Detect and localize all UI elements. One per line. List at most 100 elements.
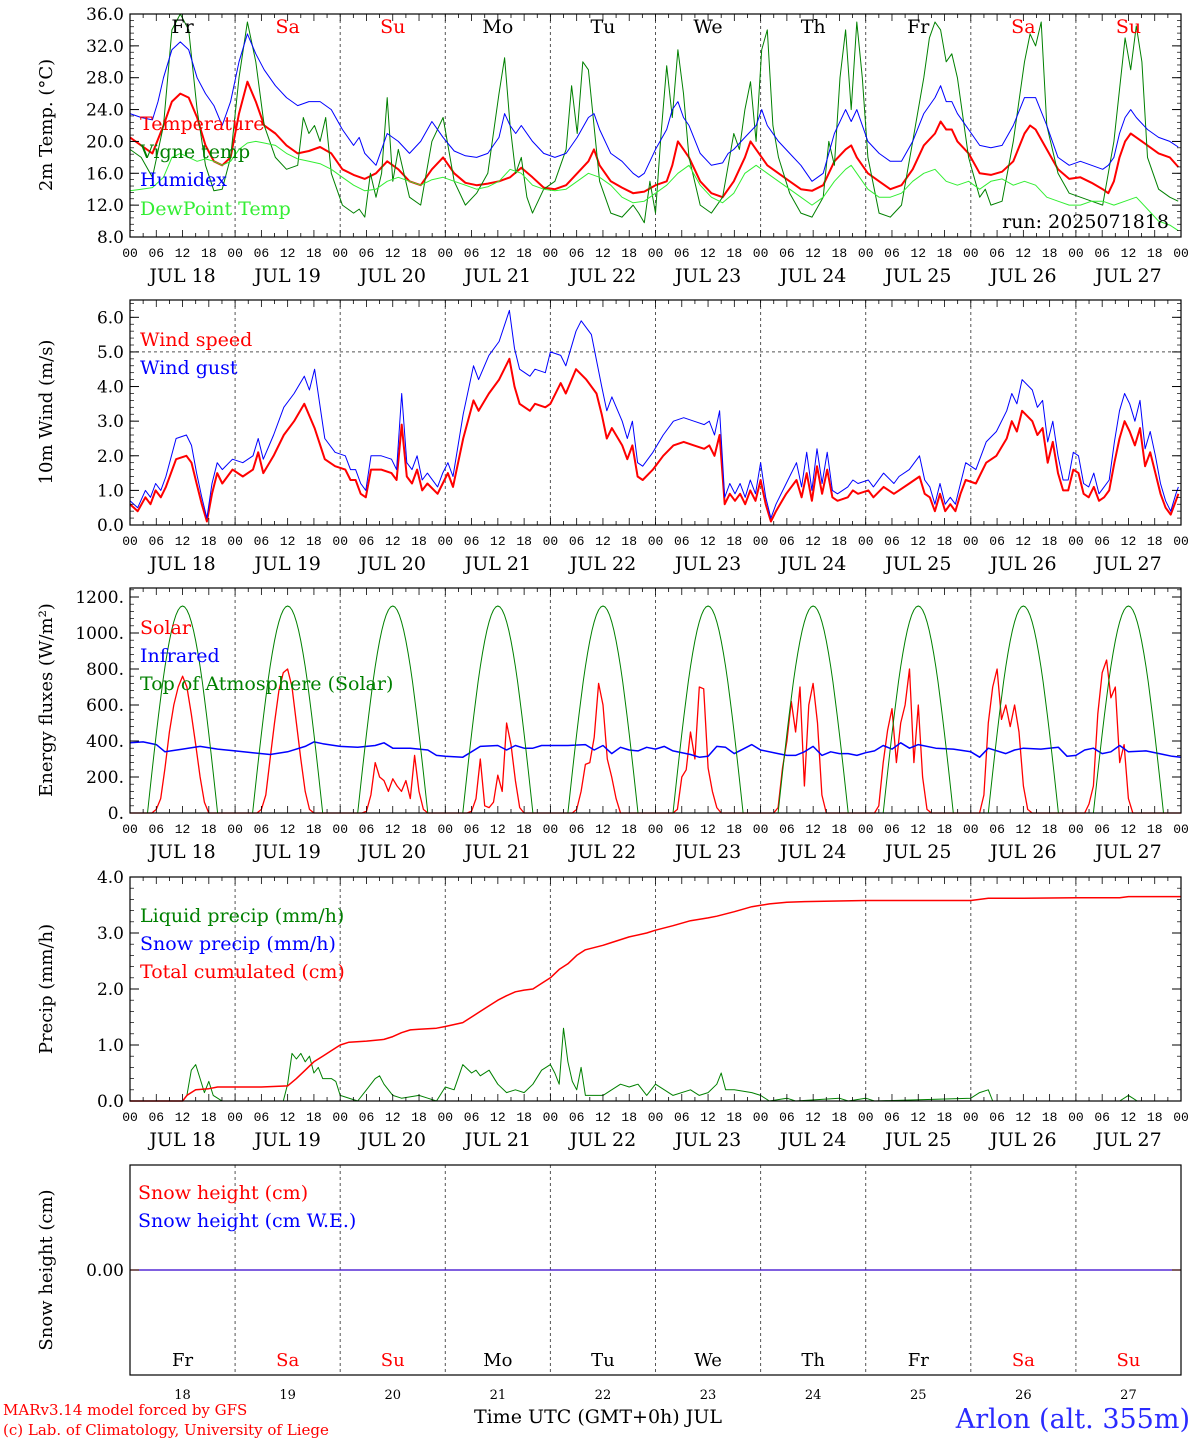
y-tick-label: 2.0 — [97, 447, 124, 467]
x-hour-label: 12 — [805, 534, 821, 549]
x-day-label: JUL 25 — [883, 841, 951, 863]
x-day-label: JUL 18 — [147, 841, 215, 863]
y-tick-label: 20.0 — [86, 132, 124, 152]
x-hour-label: 12 — [700, 822, 716, 837]
x-hour-label: 12 — [1121, 534, 1137, 549]
day-abbr-label: Su — [1116, 1350, 1140, 1371]
x-hour-label: 12 — [175, 1110, 191, 1125]
x-hour-label: 06 — [254, 534, 270, 549]
x-hour-label: 18 — [1042, 534, 1058, 549]
x-hour-label: 18 — [832, 534, 848, 549]
x-hour-label: 18 — [937, 246, 953, 261]
x-hour-label: 12 — [595, 246, 611, 261]
x-day-label: JUL 22 — [568, 841, 636, 863]
x-hour-label: 00 — [753, 246, 769, 261]
x-hour-label: 00 — [753, 1110, 769, 1125]
x-hour-label: 12 — [385, 246, 401, 261]
credit-line-2: (c) Lab. of Climatology, University of L… — [3, 1421, 329, 1439]
day-abbr-label: Fr — [172, 1350, 193, 1371]
x-hour-label: 06 — [1094, 1110, 1110, 1125]
x-hour-label: 06 — [464, 1110, 480, 1125]
x-hour-label: 00 — [122, 822, 138, 837]
x-hour-label: 18 — [201, 534, 217, 549]
y-tick-label: 1.0 — [97, 1036, 124, 1056]
x-hour-label: 00 — [122, 246, 138, 261]
x-hour-label: 06 — [779, 246, 795, 261]
y-tick-label: 3.0 — [97, 412, 124, 432]
x-hour-label: 12 — [910, 1110, 926, 1125]
x-day-label: JUL 23 — [673, 1129, 741, 1151]
series-line-humidex — [129, 33, 1179, 182]
legend-entry: Infrared — [140, 645, 220, 667]
x-hour-label: 18 — [1147, 1110, 1163, 1125]
text-layer: 8.0 12.0 16.0 20.0 24.0 28.0 32.0 36.0 2m Temp. … — [36, 5, 1189, 1403]
series-line-total-cumulated-cm- — [130, 895, 1181, 1102]
x-day-label: JUL 21 — [463, 841, 531, 863]
x-hour-label: 12 — [910, 246, 926, 261]
y-axis-label: Precip (mm/h) — [36, 924, 57, 1054]
station-name: Arlon (alt. 355m) — [955, 1404, 1190, 1435]
day-number-label: 20 — [384, 1388, 401, 1403]
x-hour-label: 06 — [779, 822, 795, 837]
x-day-label: JUL 26 — [988, 841, 1056, 863]
x-hour-label: 00 — [543, 534, 559, 549]
x-hour-label: 12 — [910, 822, 926, 837]
x-hour-label: 06 — [148, 534, 164, 549]
x-hour-label: 12 — [700, 534, 716, 549]
y-tick-label: 200. — [86, 768, 124, 788]
x-hour-label: 18 — [727, 246, 743, 261]
x-hour-label: 12 — [700, 1110, 716, 1125]
x-day-label: JUL 24 — [778, 553, 846, 575]
x-hour-label: 06 — [884, 1110, 900, 1125]
y-tick-label: 5.0 — [97, 343, 124, 363]
x-hour-label: 12 — [280, 246, 296, 261]
x-day-label: JUL 20 — [358, 265, 426, 287]
x-hour-label: 18 — [201, 822, 217, 837]
x-hour-label: 18 — [516, 246, 532, 261]
x-hour-label: 00 — [122, 534, 138, 549]
y-axis-label: Snow height (cm) — [36, 1189, 57, 1350]
x-day-label: JUL 26 — [988, 1129, 1056, 1151]
run-annotation: run: 2025071818 — [1002, 211, 1169, 233]
x-hour-label: 12 — [175, 534, 191, 549]
y-tick-label: 8.0 — [97, 228, 124, 248]
x-hour-label: 00 — [437, 1110, 453, 1125]
day-number-label: 23 — [700, 1388, 717, 1403]
y-tick-label: 4.0 — [97, 868, 124, 888]
x-hour-label: 18 — [937, 822, 953, 837]
x-hour-label: 00 — [437, 534, 453, 549]
x-hour-label: 12 — [700, 246, 716, 261]
x-hour-label: 18 — [411, 534, 427, 549]
legend-entry: Snow precip (mm/h) — [140, 933, 336, 955]
y-axis-label: Energy fluxes (W/m²) — [36, 603, 57, 797]
y-tick-label: 36.0 — [86, 5, 124, 25]
x-hour-label: 00 — [648, 534, 664, 549]
x-hour-label: 12 — [1016, 822, 1032, 837]
legend-entry: DewPoint Temp — [140, 198, 291, 220]
axes-layer — [129, 13, 1182, 1376]
x-hour-label: 18 — [832, 822, 848, 837]
x-day-label: JUL 22 — [568, 265, 636, 287]
x-hour-label: 06 — [779, 534, 795, 549]
x-hour-label: 18 — [1147, 534, 1163, 549]
y-tick-label: 1000. — [75, 624, 124, 644]
x-hour-label: 18 — [1147, 246, 1163, 261]
x-hour-label: 18 — [201, 246, 217, 261]
day-number-label: 26 — [1015, 1388, 1032, 1403]
x-hour-label: 00 — [858, 246, 874, 261]
x-hour-label: 00 — [753, 534, 769, 549]
x-hour-label: 00 — [858, 1110, 874, 1125]
x-hour-label: 00 — [963, 534, 979, 549]
series-line-vigne-temp — [129, 13, 1179, 224]
x-day-label: JUL 22 — [568, 553, 636, 575]
credit-line-1: MARv3.14 model forced by GFS — [3, 1401, 247, 1419]
x-hour-label: 18 — [621, 246, 637, 261]
x-hour-label: 00 — [858, 822, 874, 837]
x-day-label: JUL 24 — [778, 265, 846, 287]
legend-entry: Wind gust — [140, 357, 238, 379]
x-day-label: JUL 20 — [358, 1129, 426, 1151]
day-abbr-label: Su — [381, 1350, 405, 1371]
x-hour-label: 00 — [227, 1110, 243, 1125]
x-day-label: JUL 18 — [147, 553, 215, 575]
